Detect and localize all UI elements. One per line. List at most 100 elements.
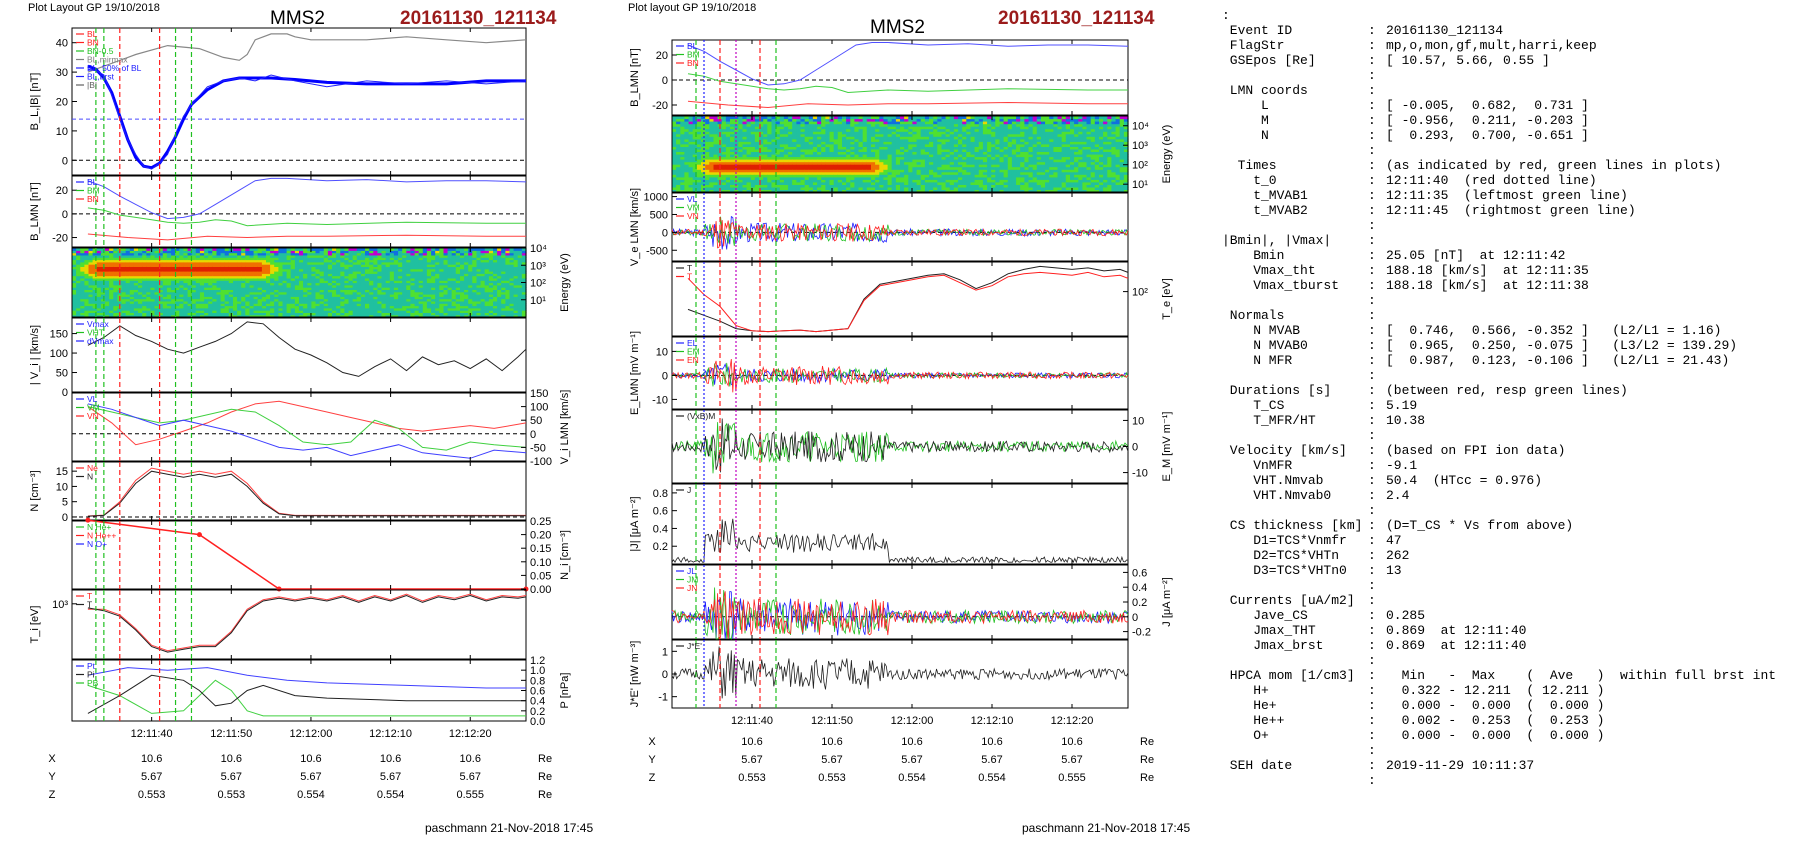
info-colon: :: [1368, 293, 1376, 308]
panel-frame: [71, 461, 527, 521]
coord-value: 10.6: [1061, 736, 1082, 748]
coord-value: 0.554: [978, 772, 1006, 784]
y-tick-label: -1: [658, 692, 668, 704]
info-value: 13: [1386, 563, 1402, 578]
y-tick-label: 0.4: [530, 696, 545, 708]
panel-e: [671, 336, 1129, 410]
y-tick-label: 0.15: [530, 543, 551, 555]
right-header-left: Plot layout GP 19/10/2018: [628, 2, 757, 14]
info-label: VHT.Nmvab0: [1222, 488, 1332, 503]
info-colon: :: [1368, 668, 1376, 683]
legend-entry: BM: [87, 186, 100, 196]
coord-value: 5.67: [981, 754, 1002, 766]
info-label: D2=TCS*VHTn: [1222, 548, 1340, 563]
info-colon: :: [1368, 233, 1376, 248]
info-colon: :: [1368, 38, 1376, 53]
y-axis-label: B_L,|B| [nT]: [29, 73, 41, 131]
info-value: [ 10.57, 5.66, 0.55 ]: [1386, 53, 1550, 68]
series-line: [671, 418, 1129, 473]
coord-unit: Re: [538, 753, 552, 765]
coord-value: 0.554: [297, 789, 325, 801]
info-value: 20161130_121134: [1386, 23, 1504, 38]
y-tick-label: -20: [652, 100, 668, 112]
y-tick-label: 0: [662, 75, 668, 87]
coord-value: 0.555: [1058, 772, 1086, 784]
legend-entry: (VxB)M: [687, 411, 715, 421]
series-line: [687, 100, 1128, 109]
y-axis-label: N [cm⁻³]: [29, 470, 41, 511]
series-line: [671, 591, 1129, 641]
x-tick-label: 12:12:20: [1051, 715, 1094, 727]
info-colon: :: [1368, 683, 1376, 698]
info-colon: :: [1368, 173, 1376, 188]
coord-unit: Re: [1140, 754, 1154, 766]
y-axis-label: N_i [cm⁻³]: [559, 530, 571, 580]
info-label: Jmax_THT: [1222, 623, 1316, 638]
info-colon: :: [1368, 608, 1376, 623]
y-tick-label: -0.2: [1132, 627, 1151, 639]
y-axis-label: Energy (eV): [559, 253, 571, 312]
info-value: -9.1: [1386, 458, 1418, 473]
y-tick-label: 500: [650, 209, 668, 221]
coord-value: 5.67: [380, 771, 401, 783]
info-label: Currents [uA/m2]: [1222, 593, 1355, 608]
y-tick-label: -20: [52, 233, 68, 245]
legend-entry: VM: [687, 203, 700, 213]
legend-entry: JL: [687, 566, 696, 576]
info-colon: :: [1368, 113, 1376, 128]
info-colon: :: [1368, 23, 1376, 38]
panel-b: [671, 39, 1129, 116]
series-line: [87, 467, 526, 517]
y-tick-label: 0.00: [530, 584, 551, 596]
y-tick-label: 0.0: [530, 716, 545, 728]
right-event: 20161130_121134: [998, 8, 1155, 29]
legend-entry: BN-0.5: [87, 46, 114, 56]
coord-value: 0.555: [456, 789, 484, 801]
legend-entry: BM: [687, 50, 700, 60]
info-label: Bmin: [1222, 248, 1285, 263]
panel-em: [671, 409, 1129, 484]
coord-value: 5.67: [901, 754, 922, 766]
info-colon: :: [1368, 263, 1376, 278]
legend-entry: BL,brst: [87, 72, 115, 82]
series-line: [87, 667, 526, 689]
y-tick-label: 0.2: [653, 541, 668, 553]
info-label: O+: [1222, 728, 1269, 743]
info-value: [ -0.005, 0.682, 0.731 ]: [1386, 98, 1589, 113]
legend-entry: J*E': [687, 641, 702, 651]
info-value: 2019-11-29 10:11:37: [1386, 758, 1535, 773]
left-title: MMS2: [270, 8, 325, 29]
info-label: Event ID: [1222, 23, 1293, 38]
coord-unit: Re: [1140, 772, 1154, 784]
series-line: [87, 594, 527, 653]
info-value: 188.18 [km/s] at 12:11:38: [1386, 278, 1589, 293]
y-tick-label: 150: [530, 388, 548, 400]
legend-entry: T: [87, 591, 92, 601]
info-label: FlagStr: [1222, 38, 1285, 53]
info-colon: :: [1368, 713, 1376, 728]
legend-entry: EL: [687, 338, 698, 348]
panel-frame: [71, 520, 527, 590]
series-line: [87, 207, 526, 227]
info-colon: :: [1368, 548, 1376, 563]
info-colon: :: [1368, 458, 1376, 473]
y-tick-label: 10³: [52, 599, 68, 611]
info-colon: :: [1368, 188, 1376, 203]
legend-entry: BL: [687, 41, 698, 51]
y-tick-label: 20: [656, 50, 668, 62]
y-tick-label: 0.25: [530, 516, 551, 528]
series-line: [87, 403, 527, 459]
info-value: [ 0.293, 0.700, -0.651 ]: [1386, 128, 1589, 143]
info-colon: :: [1368, 83, 1376, 98]
legend-entry: BN: [687, 58, 699, 68]
x-tick-label: 12:11:40: [731, 715, 773, 727]
info-label: T_MFR/HT: [1222, 413, 1316, 428]
info-label: Jmax_brst: [1222, 638, 1324, 653]
panel-frame: [71, 317, 527, 393]
info-colon: :: [1368, 728, 1376, 743]
y-tick-label: 0.05: [530, 570, 551, 582]
info-label: Vmax_tht: [1222, 263, 1316, 278]
y-tick-label: 1.2: [530, 655, 545, 667]
panel-v: [71, 317, 527, 393]
coord-value: 0.554: [377, 789, 405, 801]
